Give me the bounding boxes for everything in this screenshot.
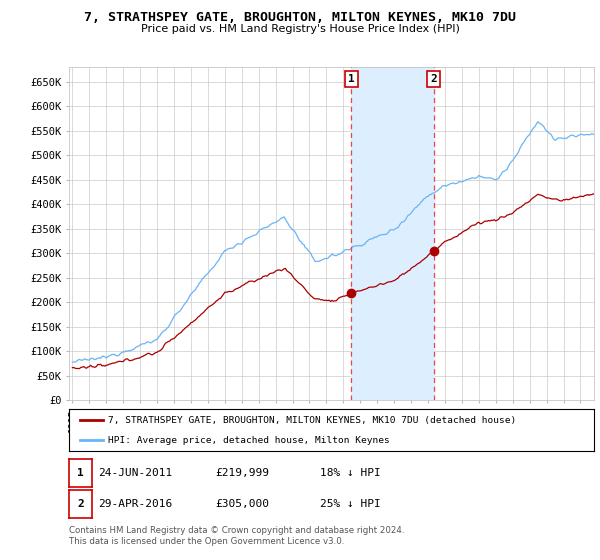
Text: 18% ↓ HPI: 18% ↓ HPI: [320, 468, 380, 478]
Text: 7, STRATHSPEY GATE, BROUGHTON, MILTON KEYNES, MK10 7DU: 7, STRATHSPEY GATE, BROUGHTON, MILTON KE…: [84, 11, 516, 24]
Text: Price paid vs. HM Land Registry's House Price Index (HPI): Price paid vs. HM Land Registry's House …: [140, 24, 460, 34]
Text: 1: 1: [348, 74, 355, 84]
Text: 2: 2: [430, 74, 437, 84]
Text: 1: 1: [77, 468, 84, 478]
Text: £219,999: £219,999: [215, 468, 269, 478]
Bar: [352, 67, 434, 400]
Text: 29-APR-2016: 29-APR-2016: [98, 499, 172, 509]
Text: 25% ↓ HPI: 25% ↓ HPI: [320, 499, 380, 509]
Text: 2: 2: [77, 499, 84, 509]
Text: Contains HM Land Registry data © Crown copyright and database right 2024.
This d: Contains HM Land Registry data © Crown c…: [69, 526, 404, 546]
Text: £305,000: £305,000: [215, 499, 269, 509]
Text: 7, STRATHSPEY GATE, BROUGHTON, MILTON KEYNES, MK10 7DU (detached house): 7, STRATHSPEY GATE, BROUGHTON, MILTON KE…: [109, 416, 517, 424]
Text: HPI: Average price, detached house, Milton Keynes: HPI: Average price, detached house, Milt…: [109, 436, 390, 445]
Text: 24-JUN-2011: 24-JUN-2011: [98, 468, 172, 478]
